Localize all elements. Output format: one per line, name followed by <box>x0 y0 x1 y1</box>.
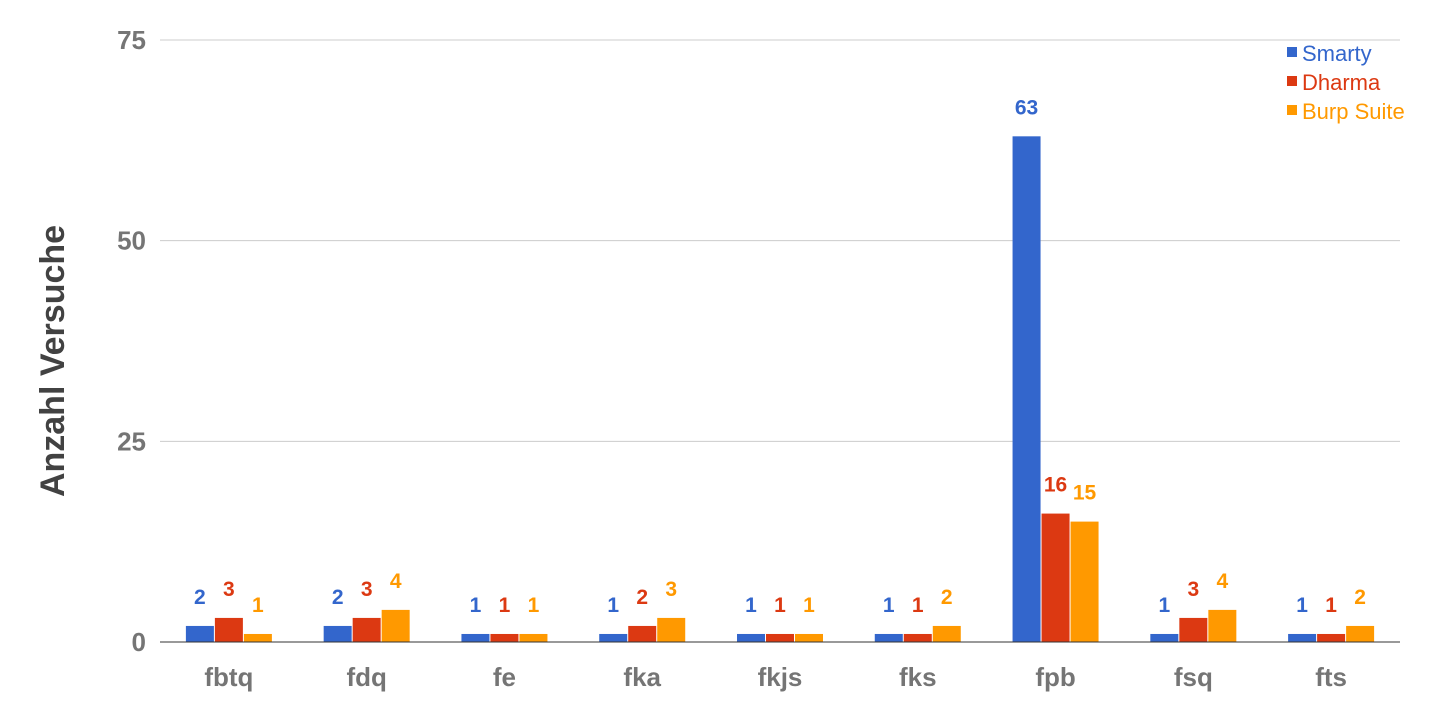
data-label: 2 <box>1354 586 1366 609</box>
bar-fbtq-1 <box>214 617 243 642</box>
bar-fka-2 <box>657 617 686 642</box>
data-label: 4 <box>390 570 402 593</box>
x-category-label: fbtq <box>204 662 253 692</box>
bar-fe-2 <box>519 633 548 642</box>
data-label: 1 <box>499 594 511 617</box>
data-label: 2 <box>941 586 953 609</box>
data-label: 1 <box>1325 594 1337 617</box>
data-label: 1 <box>912 594 924 617</box>
data-label: 2 <box>636 586 648 609</box>
bar-fsq-1 <box>1179 617 1208 642</box>
data-label: 1 <box>470 594 482 617</box>
y-axis-label: Anzahl Versuche <box>34 225 72 497</box>
bar-fpb-2 <box>1070 521 1099 642</box>
legend-swatch <box>1287 76 1297 86</box>
x-category-label: fts <box>1315 662 1347 692</box>
data-label: 3 <box>1187 578 1199 601</box>
bar-fts-2 <box>1346 625 1375 642</box>
bar-fpb-1 <box>1041 513 1070 642</box>
bar-fsq-0 <box>1150 633 1179 642</box>
legend[interactable]: Smarty Dharma Burp Suite <box>1287 41 1405 124</box>
bars <box>185 136 1375 642</box>
bar-fka-0 <box>599 633 628 642</box>
y-tick-label: 50 <box>117 226 146 256</box>
data-label: 1 <box>607 594 619 617</box>
bar-fkjs-1 <box>766 633 794 642</box>
bar-fdq-0 <box>323 625 352 642</box>
bar-fks-0 <box>874 633 903 642</box>
data-label: 1 <box>803 594 815 617</box>
data-label: 1 <box>1158 594 1170 617</box>
bar-fka-1 <box>628 625 657 642</box>
bar-fdq-1 <box>352 617 381 642</box>
x-category-label: fkjs <box>758 662 803 692</box>
bar-fkjs-2 <box>795 633 823 642</box>
data-label: 1 <box>774 594 786 617</box>
y-axis-ticks: 0 25 50 75 <box>117 25 146 657</box>
bar-fkjs-0 <box>737 633 765 642</box>
data-label: 1 <box>252 594 264 617</box>
x-category-label: fks <box>899 662 937 692</box>
bar-fbtq-0 <box>185 625 214 642</box>
legend-swatch <box>1287 105 1297 115</box>
bar-fdq-2 <box>381 609 410 642</box>
data-label: 2 <box>194 586 206 609</box>
data-label: 16 <box>1044 474 1067 497</box>
data-label: 1 <box>528 594 540 617</box>
legend-label[interactable]: Dharma <box>1302 70 1381 95</box>
y-tick-label: 25 <box>117 426 146 456</box>
legend-swatch <box>1287 47 1297 57</box>
legend-label[interactable]: Smarty <box>1302 41 1372 66</box>
data-label: 3 <box>223 578 235 601</box>
bar-fe-1 <box>490 633 519 642</box>
data-label: 1 <box>1296 594 1308 617</box>
x-category-label: fdq <box>346 662 386 692</box>
bar-fsq-2 <box>1208 609 1237 642</box>
x-category-label: fpb <box>1035 662 1075 692</box>
gridlines <box>160 39 1400 442</box>
bar-fks-2 <box>932 625 961 642</box>
data-label: 1 <box>745 594 757 617</box>
x-category-label: fsq <box>1174 662 1213 692</box>
x-category-label: fka <box>623 662 661 692</box>
bar-fts-0 <box>1288 633 1317 642</box>
bar-fts-1 <box>1317 633 1346 642</box>
x-axis-categories: fbtq fdq fe fka fkjs fks fpb fsq fts <box>204 662 1347 692</box>
data-label: 1 <box>883 594 895 617</box>
bar-fpb-0 <box>1012 136 1041 642</box>
bar-fbtq-2 <box>243 633 272 642</box>
data-label: 3 <box>361 578 373 601</box>
data-label: 2 <box>332 586 344 609</box>
bar-fks-1 <box>903 633 932 642</box>
data-label: 3 <box>665 578 677 601</box>
data-label: 63 <box>1015 96 1038 119</box>
bar-fe-0 <box>461 633 490 642</box>
legend-label[interactable]: Burp Suite <box>1302 99 1405 124</box>
x-category-label: fe <box>493 662 516 692</box>
data-label: 4 <box>1216 570 1228 593</box>
data-label: 15 <box>1073 482 1097 505</box>
y-tick-label: 0 <box>132 627 146 657</box>
y-tick-label: 75 <box>117 25 146 55</box>
